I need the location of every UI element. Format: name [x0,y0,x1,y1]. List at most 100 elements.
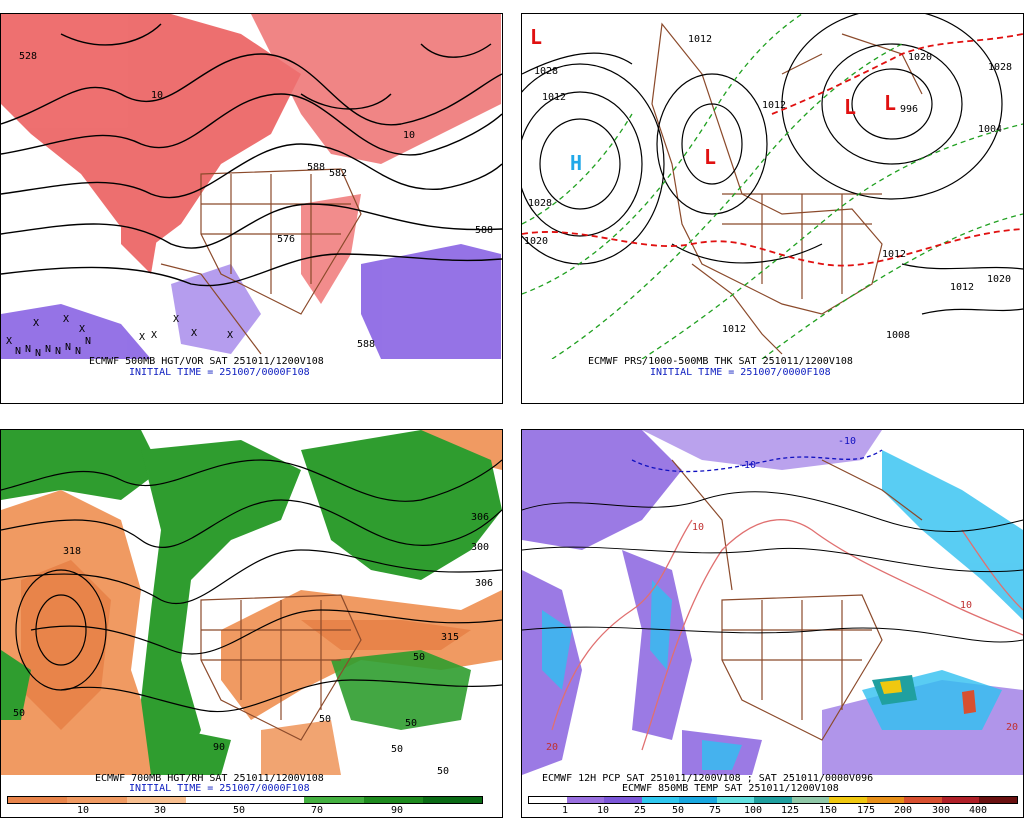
colorbar-swatch [185,797,245,803]
svg-text:X: X [191,328,197,339]
pressure-label: 1012 [542,92,566,103]
pressure-label: 1020 [524,236,548,247]
colorbar-tick: 25 [633,805,647,816]
map-700mb: 318 306 300 306 315 50 50 90 50 50 50 50 [1,430,502,775]
pressure-label: 996 [900,104,918,115]
contour-label: 576 [277,234,295,245]
colorbar-swatch [679,797,717,803]
contour-label: 20 [546,742,558,753]
colorbar-swatch [754,797,792,803]
colorbar-tick: 175 [856,805,876,816]
thickness-540-line [522,33,1023,267]
colorbar-tick: 150 [818,805,838,816]
contour-labels: -10 -10 10 10 20 20 [546,436,1018,753]
contour-label: 588 [475,225,493,236]
contour-label: 306 [475,578,493,589]
contour-label: 90 [213,742,225,753]
svg-text:X: X [79,324,85,335]
svg-text:X: X [139,332,145,343]
pressure-label: 1004 [978,124,1002,135]
pressure-label: 1028 [988,62,1012,73]
height-contours [1,23,502,287]
colorbar-tick: 50 [671,805,685,816]
low-pressure-marker: L [844,95,856,119]
contour-label: 50 [413,652,425,663]
colorbar-tick: 200 [893,805,913,816]
contour-label: 318 [63,546,81,557]
colorbar-swatch [126,797,186,803]
pressure-label: 1012 [882,249,906,260]
colorbar-swatch [566,797,605,803]
pressure-label: 1020 [908,52,932,63]
contour-label: -10 [838,436,856,447]
colorbar-tick: 400 [968,805,988,816]
high-pressure-marker: H [570,151,582,175]
colorbar-swatch [941,797,980,803]
moist-shading [1,430,502,775]
colorbar-swatch [866,797,905,803]
pressure-label: 1012 [688,34,712,45]
svg-text:N: N [55,346,61,357]
colorbar-tick: 75 [708,805,722,816]
svg-text:N: N [75,346,81,357]
colorbar-swatch [604,797,642,803]
panel-init-time: INITIAL TIME = 251007/0000F108 [129,783,310,794]
low-pressure-marker: L [704,145,716,169]
contour-labels: 528 588 582 588 576 588 10 10 [19,51,493,350]
colorbar-tick: 125 [780,805,800,816]
svg-text:N: N [25,344,31,355]
colorbar-swatch [791,797,830,803]
political-borders [160,168,362,355]
precip-colorbar-ticks: 1 10 25 50 75 100 125 150 175 200 300 40… [528,805,1016,816]
thickness-lines [522,14,1023,359]
colorbar-tick: 10 [76,805,90,816]
contour-label: 588 [357,339,375,350]
svg-text:X: X [173,314,179,325]
svg-text:N: N [45,344,51,355]
political-borders [651,22,923,355]
panel-title: ECMWF 12H PCP SAT 251011/1200V108 ; SAT … [542,773,874,784]
svg-text:X: X [6,336,12,347]
colorbar-swatch [979,797,1017,803]
contour-label: 315 [441,632,459,643]
map-500mb: 528 588 582 588 576 588 10 10 X X X X X … [1,14,502,359]
colorbar-swatch [67,797,127,803]
contour-label: 588 [307,162,325,173]
political-borders [671,459,923,741]
contour-label: 306 [471,512,489,523]
colorbar-tick: 100 [743,805,763,816]
pressure-centers: H L L L L [530,25,896,175]
colorbar-tick: 70 [310,805,324,816]
colorbar-swatch [529,797,567,803]
colorbar-tick: 300 [931,805,951,816]
colorbar-swatch [363,797,423,803]
low-pressure-marker: L [884,91,896,115]
colorbar-swatch [829,797,867,803]
svg-text:N: N [65,342,71,353]
contour-label: 50 [405,718,417,729]
pressure-label: 1028 [534,66,558,77]
negative-vorticity-shading [1,244,501,359]
svg-text:X: X [151,330,157,341]
pressure-label: 1012 [950,282,974,293]
contour-label: 20 [1006,722,1018,733]
svg-text:N: N [15,346,21,357]
rh-colorbar [7,796,483,804]
contour-label: 582 [329,168,347,179]
freezing-contours [631,449,883,473]
panel-12h-pcp-850mb-temp: -10 -10 10 10 20 20 ECMWF 12H PCP SAT 25… [521,429,1024,818]
contour-label: 528 [19,51,37,62]
panel-title: ECMWF 500MB HGT/VOR SAT 251011/1200V108 [89,356,324,367]
panel-prs-thk: 1028 1020 1012 1012 1028 1012 1012 1020 … [521,13,1024,404]
pressure-label: 1020 [987,274,1011,285]
colorbar-swatch [641,797,680,803]
contour-label: 300 [471,542,489,553]
colorbar-swatch [304,797,364,803]
temperature-isotherms [522,491,1023,643]
contour-label: 50 [391,744,403,755]
colorbar-swatch [716,797,755,803]
political-borders [200,594,362,741]
low-pressure-marker: L [530,25,542,49]
pressure-label: 1028 [528,198,552,209]
contour-label: 50 [437,766,449,775]
